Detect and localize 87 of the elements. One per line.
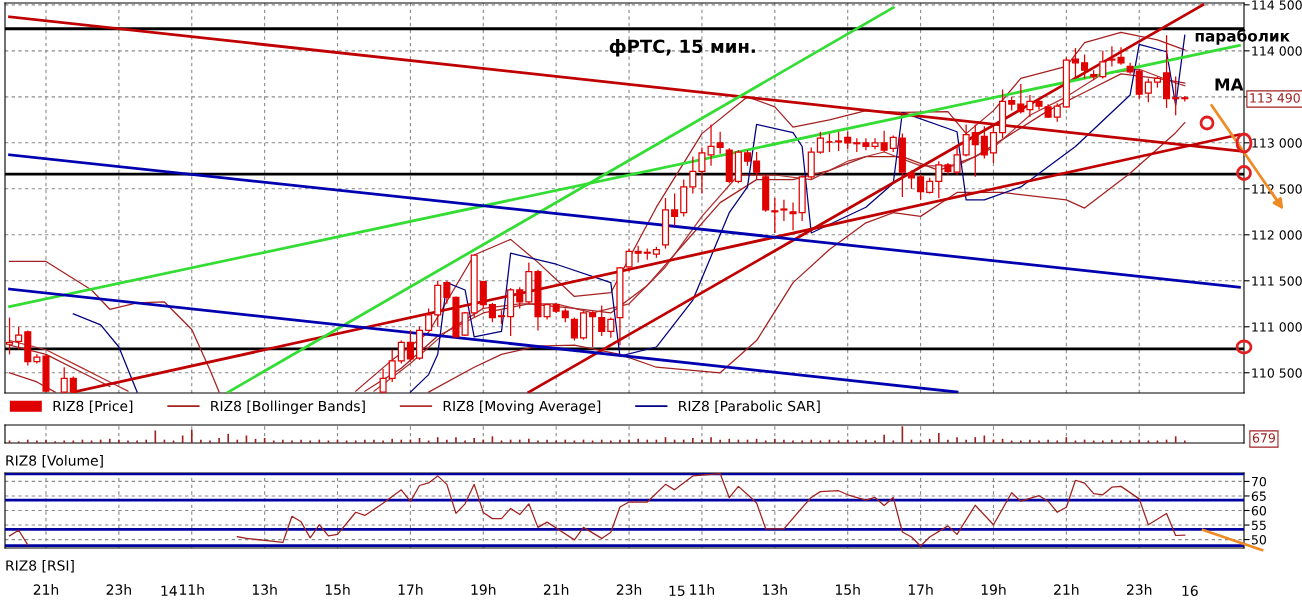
candlestick xyxy=(1099,50,1107,80)
candlestick xyxy=(488,302,496,323)
text: 16 xyxy=(1182,585,1198,597)
candlestick xyxy=(1017,83,1025,115)
candlestick xyxy=(825,132,834,153)
candlestick xyxy=(953,144,961,176)
x-tick-label: 11h xyxy=(690,584,714,595)
candlestick xyxy=(1026,94,1034,118)
text: 679 xyxy=(1252,433,1275,443)
x-tick-label: 19h xyxy=(471,584,496,595)
candlestick xyxy=(771,197,779,234)
candlestick xyxy=(406,329,414,363)
y-tick-label: 70 xyxy=(1251,476,1267,487)
text: фРТС, 15 мин. xyxy=(609,39,755,57)
candlestick xyxy=(971,123,979,178)
y-tick-label: 113 000 xyxy=(1252,138,1302,148)
candlestick xyxy=(461,311,469,337)
x-tick-label: 15h xyxy=(835,584,860,595)
candlestick xyxy=(780,199,788,222)
candlestick xyxy=(935,160,943,199)
x-axis-title: RIZ8 [RSI] xyxy=(6,560,74,573)
x-tick-label: 23h xyxy=(616,584,642,595)
legend-label: RIZ8 [Bollinger Bands] xyxy=(211,400,365,414)
candlestick xyxy=(789,201,797,231)
candlestick xyxy=(1135,68,1143,100)
text: 15 xyxy=(669,585,685,597)
y-tick-label: 50 xyxy=(1251,535,1267,545)
candlestick xyxy=(862,137,870,151)
candlestick xyxy=(598,304,606,337)
candlestick xyxy=(689,155,697,195)
candlestick xyxy=(989,125,998,164)
candlestick xyxy=(962,123,970,158)
legend-label: RIZ8 [Parabolic SAR] xyxy=(679,400,820,413)
candlestick xyxy=(1053,102,1061,123)
candlestick xyxy=(607,316,615,339)
y-tick-label: 55 xyxy=(1251,520,1266,530)
text: 113 490 xyxy=(1250,93,1300,103)
candlestick xyxy=(671,192,679,227)
x-tick-label: 23h xyxy=(1127,584,1152,595)
x-tick-label: 15h xyxy=(325,584,350,595)
candlestick xyxy=(1172,75,1180,116)
x-tick-label: 11h xyxy=(180,584,204,595)
x-tick-label: 21h xyxy=(1054,584,1079,595)
candlestick xyxy=(1081,53,1089,80)
candlestick xyxy=(589,310,597,348)
y-tick-label: 111 500 xyxy=(1252,276,1302,286)
candlestick xyxy=(835,131,843,152)
x-tick-label: 21h xyxy=(543,584,569,595)
x-tick-label: 17h xyxy=(908,584,933,595)
candlestick xyxy=(816,131,824,155)
annotation: MA xyxy=(1215,78,1244,91)
y-tick-label: 111 000 xyxy=(1252,322,1302,332)
candlestick xyxy=(980,125,988,160)
x-tick-label: 17h xyxy=(398,584,423,595)
candlestick xyxy=(60,366,68,393)
candlestick xyxy=(15,326,23,351)
candlestick xyxy=(6,316,14,355)
candlestick xyxy=(880,130,888,153)
candlestick xyxy=(1108,45,1116,68)
y-tick-label: 112 000 xyxy=(1252,230,1302,240)
candlestick xyxy=(516,286,524,310)
candlestick xyxy=(397,339,405,365)
candlestick xyxy=(570,316,578,342)
candlestick xyxy=(917,173,925,201)
candlestick xyxy=(479,280,487,310)
candlestick xyxy=(443,280,451,305)
x-tick-label: 13h xyxy=(252,584,277,595)
y-tick-label: 65 xyxy=(1251,491,1266,501)
candlestick xyxy=(1144,77,1152,103)
x-axis-title: RIZ8 [Volume] xyxy=(6,455,103,468)
candlestick xyxy=(1117,46,1125,66)
x-tick-label: 23h xyxy=(106,584,131,595)
y-tick-label: 114 500 xyxy=(1252,0,1302,10)
x-tick-label: 13h xyxy=(763,584,787,595)
candlestick xyxy=(753,151,761,181)
y-tick-label: 60 xyxy=(1251,505,1267,516)
legend-label: RIZ8 [Moving Average] xyxy=(443,400,601,414)
candlestick xyxy=(379,368,387,393)
candlestick xyxy=(388,349,396,383)
text: 14 xyxy=(161,585,177,596)
x-tick-label: 21h xyxy=(33,584,59,595)
legend-label: RIZ8 [Price] xyxy=(53,400,133,413)
candlestick xyxy=(716,131,724,155)
y-tick-label: 110 500 xyxy=(1252,368,1302,378)
candlestick xyxy=(1071,47,1079,80)
x-tick-label: 19h xyxy=(981,584,1006,595)
y-tick-label: 114 000 xyxy=(1252,46,1302,56)
